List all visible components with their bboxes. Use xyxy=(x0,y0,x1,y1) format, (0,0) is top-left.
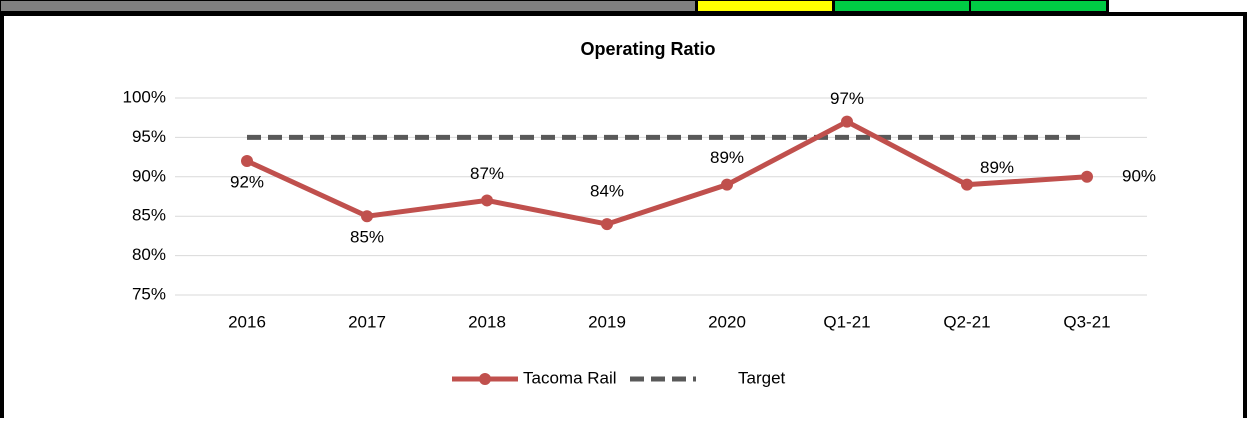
x-tick-label: Q1-21 xyxy=(823,312,870,331)
data-point xyxy=(961,178,973,191)
x-tick-label: 2019 xyxy=(588,312,626,331)
data-label: 89% xyxy=(980,158,1014,177)
y-tick-label: 80% xyxy=(132,245,166,264)
y-tick-label: 85% xyxy=(132,206,166,225)
data-label: 85% xyxy=(350,228,384,247)
data-label: 87% xyxy=(470,164,504,183)
data-point xyxy=(481,194,493,207)
x-tick-label: 2016 xyxy=(228,312,266,331)
cell-yellow xyxy=(696,0,834,13)
y-tick-label: 90% xyxy=(132,166,166,185)
y-tick-label: 95% xyxy=(132,127,166,146)
y-tick-label: 100% xyxy=(123,87,166,106)
chart-border xyxy=(0,12,1247,423)
data-label: 89% xyxy=(710,148,744,167)
legend-marker xyxy=(479,373,491,385)
data-label: 84% xyxy=(590,182,624,201)
y-tick-label: 75% xyxy=(132,284,166,303)
legend-label: Tacoma Rail xyxy=(523,368,617,387)
data-label: 90% xyxy=(1122,166,1156,185)
data-point xyxy=(721,178,733,191)
data-label: 97% xyxy=(830,89,864,108)
cell-gray xyxy=(0,0,697,13)
data-label: 92% xyxy=(230,173,264,192)
legend-label: Target xyxy=(738,368,786,387)
series-line xyxy=(245,118,1088,227)
data-point xyxy=(601,218,613,231)
cell-green xyxy=(969,0,1108,13)
cell-green xyxy=(833,0,971,13)
data-point xyxy=(841,115,853,128)
x-tick-label: 2020 xyxy=(708,312,746,331)
data-point xyxy=(1081,170,1093,183)
data-point xyxy=(241,155,253,168)
x-tick-label: Q2-21 xyxy=(943,312,990,331)
chart-title: Operating Ratio xyxy=(580,39,715,59)
x-tick-label: 2018 xyxy=(468,312,506,331)
x-tick-label: 2017 xyxy=(348,312,386,331)
data-point xyxy=(361,210,373,223)
x-tick-label: Q3-21 xyxy=(1063,312,1110,331)
